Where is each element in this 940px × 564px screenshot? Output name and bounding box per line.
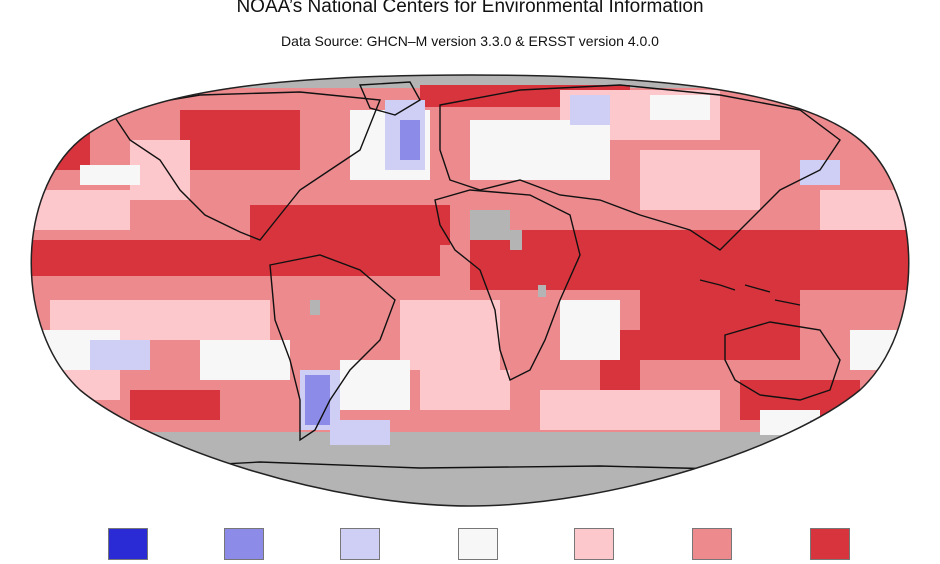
legend [0, 524, 940, 564]
legend-swatch-record-coldest [108, 528, 148, 560]
legend-swatch-record-warmest [810, 528, 850, 560]
anomaly-grid [31, 75, 909, 506]
map-subtitle: Data Source: GHCN–M version 3.3.0 & ERSS… [281, 33, 659, 49]
world-temperature-map [30, 74, 910, 507]
coastlines [108, 81, 841, 471]
legend-swatch-near-average [458, 528, 498, 560]
antarctic-no-data [31, 432, 909, 506]
legend-swatch-warmer [574, 528, 614, 560]
legend-swatch-much-cooler [224, 528, 264, 560]
globe-outline [30, 74, 910, 507]
map-title: NOAA’s National Centers for Environmenta… [236, 0, 704, 17]
legend-swatch-cooler [340, 528, 380, 560]
legend-swatch-much-warmer [692, 528, 732, 560]
arctic-no-data [31, 75, 909, 88]
